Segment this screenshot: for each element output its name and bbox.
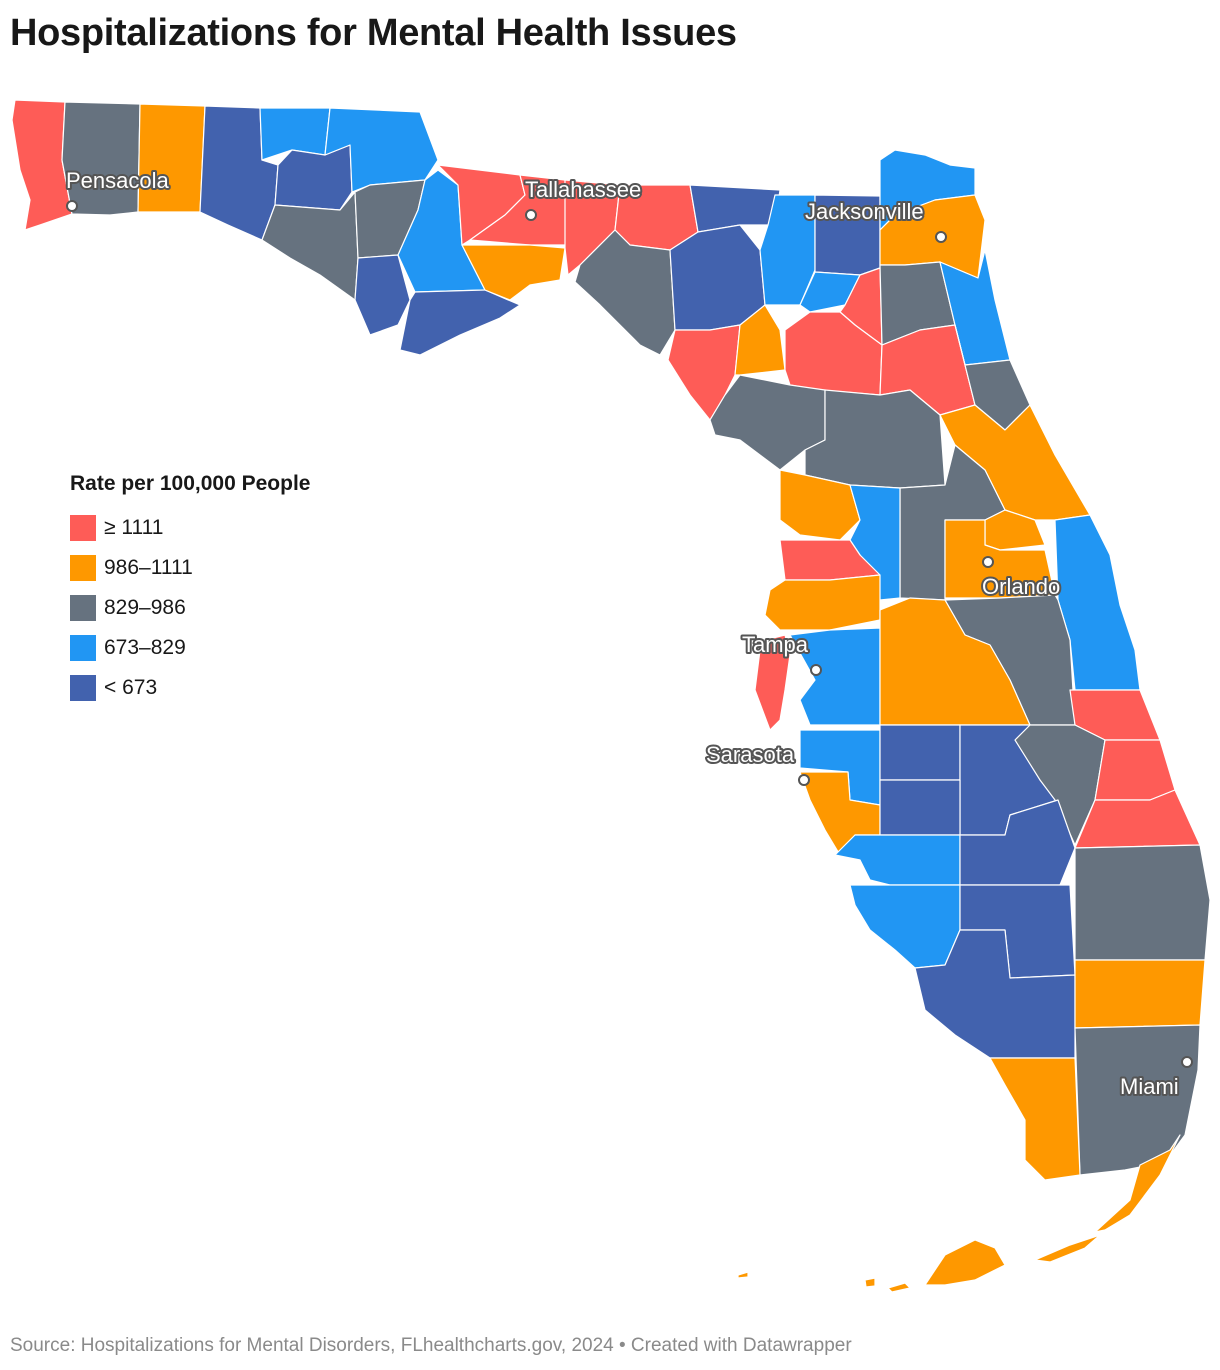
- legend-swatch: [70, 555, 96, 581]
- city-marker-tampa: Tampa: [740, 630, 822, 676]
- county-union[interactable]: [799, 271, 861, 313]
- county-pasco[interactable]: [764, 574, 881, 631]
- city-marker-tallahassee: Tallahassee: [523, 175, 643, 221]
- county-lee[interactable]: [849, 884, 961, 969]
- legend-label: 673–829: [104, 636, 186, 659]
- county-desoto[interactable]: [879, 779, 961, 836]
- county-citrus[interactable]: [779, 469, 861, 541]
- county-santa-rosa[interactable]: [61, 101, 141, 216]
- legend-item: 829–986: [70, 588, 310, 628]
- city-marker-sarasota: Sarasota: [704, 740, 810, 786]
- city-marker-miami: Miami: [1118, 1056, 1193, 1101]
- county-levy[interactable]: [804, 389, 946, 489]
- source-note: Source: Hospitalizations for Mental Diso…: [10, 1335, 852, 1356]
- city-dot: [810, 664, 822, 676]
- legend-swatch: [70, 675, 96, 701]
- city-dot: [982, 556, 994, 568]
- county-charlotte[interactable]: [834, 834, 961, 886]
- city-label: Jacksonville: [805, 199, 924, 224]
- florida-county-map: Pensacola Tallahassee Jacksonville Orlan…: [11, 99, 1211, 1293]
- county-palm-beach[interactable]: [1074, 844, 1211, 961]
- county-taylor[interactable]: [574, 229, 676, 356]
- legend-item: ≥ 1111: [70, 508, 310, 548]
- city-label: Pensacola: [66, 168, 170, 193]
- city-dot: [66, 200, 78, 212]
- city-marker-jacksonville: Jacksonville: [803, 197, 947, 243]
- city-label: Sarasota: [706, 742, 795, 767]
- county-pinellas[interactable]: [754, 634, 791, 731]
- legend-label: ≥ 1111: [104, 516, 164, 539]
- county-hamilton[interactable]: [689, 184, 781, 233]
- county-broward[interactable]: [1074, 959, 1206, 1029]
- city-marker-orlando: Orlando: [980, 556, 1062, 601]
- county-franklin[interactable]: [399, 289, 521, 356]
- county-lake[interactable]: [944, 519, 1056, 599]
- legend-swatch: [70, 635, 96, 661]
- county-bay[interactable]: [261, 191, 359, 301]
- county-suwannee[interactable]: [669, 224, 766, 331]
- legend-item: 986–1111: [70, 548, 310, 588]
- chart-title: Hospitalizations for Mental Health Issue…: [10, 12, 737, 54]
- city-dot: [798, 774, 810, 786]
- county-monroe-mainland[interactable]: [989, 1057, 1081, 1181]
- county-monroe-keys-chain[interactable]: [1034, 1234, 1101, 1263]
- county-gulf[interactable]: [354, 254, 411, 336]
- county-monroe-keys-small-2[interactable]: [864, 1277, 876, 1288]
- legend-title: Rate per 100,000 People: [70, 472, 311, 495]
- city-label: Tampa: [742, 632, 809, 657]
- map-legend: Rate per 100,000 People ≥ 1111 986–1111 …: [70, 472, 310, 708]
- county-hardee[interactable]: [879, 724, 961, 781]
- county-monroe-keys-small[interactable]: [737, 1271, 749, 1279]
- county-wakulla[interactable]: [461, 244, 566, 301]
- city-dot: [1181, 1056, 1193, 1068]
- city-marker-pensacola: Pensacola: [64, 166, 172, 212]
- legend-label: < 673: [104, 676, 158, 699]
- county-washington[interactable]: [274, 144, 353, 211]
- legend-item: 673–829: [70, 628, 310, 668]
- county-monroe-keys[interactable]: [1094, 1134, 1181, 1233]
- legend-label: 986–1111: [104, 556, 193, 579]
- legend-swatch: [70, 515, 96, 541]
- legend-item: < 673: [70, 668, 310, 708]
- city-label: Orlando: [982, 574, 1060, 599]
- city-dot: [935, 231, 947, 243]
- city-dot: [525, 209, 537, 221]
- county-martin[interactable]: [1074, 789, 1201, 849]
- city-label: Tallahassee: [525, 177, 641, 202]
- legend-swatch: [70, 595, 96, 621]
- county-monroe-keys-west[interactable]: [924, 1239, 1006, 1286]
- county-st-lucie[interactable]: [1094, 739, 1176, 801]
- legend-label: 829–986: [104, 596, 186, 619]
- county-monroe-keys-small-3[interactable]: [887, 1282, 911, 1293]
- county-miami-dade[interactable]: [1074, 1024, 1201, 1176]
- city-label: Miami: [1120, 1074, 1179, 1099]
- county-hillsborough[interactable]: [789, 627, 881, 726]
- county-okaloosa[interactable]: [137, 103, 206, 213]
